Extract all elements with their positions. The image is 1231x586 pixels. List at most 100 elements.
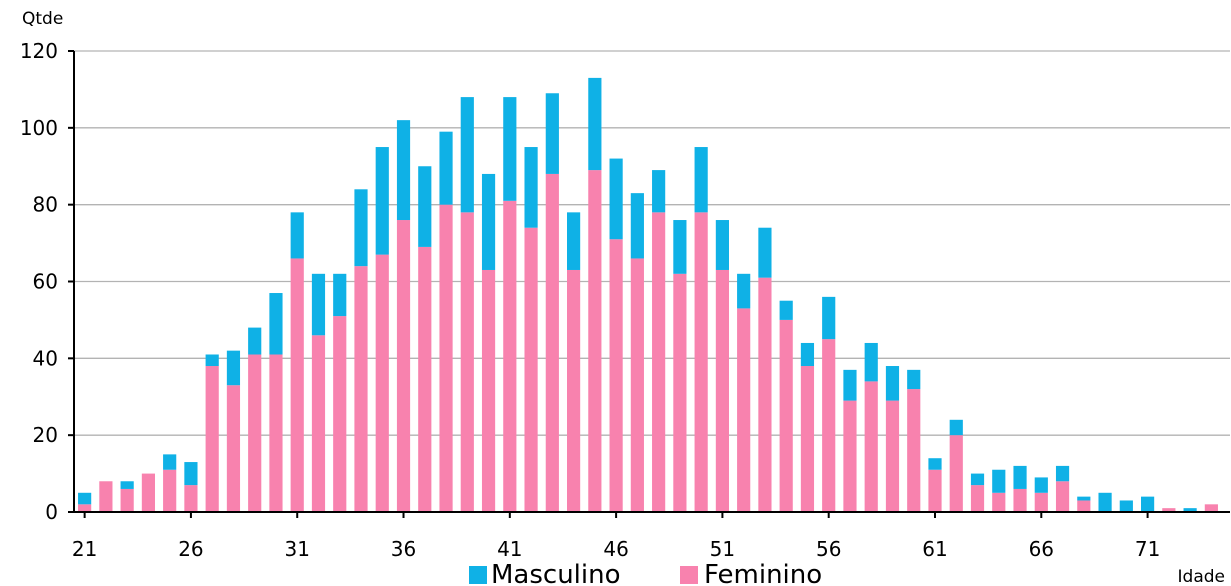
bar-feminino-33: [333, 316, 347, 512]
bar-feminino-58: [864, 381, 878, 512]
bar-feminino-25: [163, 469, 177, 512]
bar-area: [78, 77, 1218, 513]
bar-feminino-44: [567, 269, 581, 512]
bar-masculino-58: [864, 342, 878, 382]
bar-feminino-67: [1055, 481, 1070, 512]
bar-masculino-53: [758, 227, 772, 278]
bar-masculino-56: [822, 296, 836, 340]
x-tick-label: 51: [710, 537, 735, 561]
bar-feminino-35: [375, 254, 389, 512]
bar-feminino-63: [970, 485, 985, 512]
bar-masculino-50: [694, 147, 708, 213]
legend-swatch-masculino: [469, 566, 487, 584]
bar-masculino-62: [949, 419, 963, 436]
bar-masculino-69: [1098, 492, 1112, 512]
bar-feminino-55: [800, 366, 815, 512]
bar-feminino-48: [652, 212, 666, 512]
x-tick-label: 56: [816, 537, 841, 561]
bar-feminino-66: [1034, 492, 1048, 512]
x-tick-label: 31: [284, 537, 309, 561]
x-tick-label: 41: [497, 537, 522, 561]
x-axis-title: Idade: [1178, 567, 1225, 586]
axes: [68, 50, 1230, 518]
bar-feminino-23: [120, 488, 134, 512]
bar-masculino-21: [78, 492, 92, 505]
bar-feminino-74: [1204, 504, 1218, 512]
bar-feminino-51: [715, 269, 729, 512]
x-tick-label: 66: [1029, 537, 1054, 561]
bar-masculino-65: [1013, 465, 1027, 489]
bar-masculino-47: [630, 193, 644, 259]
bar-feminino-41: [503, 200, 517, 512]
y-tick-label: 40: [33, 346, 58, 370]
bar-feminino-30: [269, 354, 283, 512]
bar-masculino-54: [779, 300, 793, 320]
y-tick-label: 120: [20, 39, 58, 63]
x-tick-label: 46: [603, 537, 628, 561]
bar-feminino-54: [779, 319, 793, 512]
bar-feminino-21: [78, 504, 92, 512]
bar-masculino-40: [481, 173, 496, 270]
bar-masculino-41: [503, 97, 517, 201]
bar-feminino-34: [354, 266, 368, 512]
bar-masculino-46: [609, 158, 623, 240]
bar-feminino-40: [481, 269, 496, 512]
bar-masculino-57: [843, 369, 857, 401]
bar-masculino-28: [226, 350, 241, 386]
bar-feminino-46: [609, 239, 623, 512]
bar-feminino-64: [992, 492, 1006, 512]
bar-masculino-27: [205, 354, 219, 367]
bar-feminino-26: [184, 485, 198, 512]
bar-masculino-39: [460, 97, 474, 213]
bar-masculino-25: [163, 454, 177, 470]
bar-masculino-70: [1119, 500, 1133, 512]
bar-masculino-36: [396, 120, 411, 221]
bar-feminino-57: [843, 400, 857, 512]
bar-feminino-28: [226, 385, 241, 512]
bar-feminino-39: [460, 212, 474, 512]
bar-masculino-33: [333, 273, 347, 317]
bar-masculino-63: [970, 473, 985, 486]
y-tick-labels: 0 20 40 60 80 100 120: [20, 39, 58, 524]
bar-masculino-64: [992, 469, 1006, 493]
y-tick-label: 0: [45, 500, 58, 524]
bar-masculino-52: [737, 273, 751, 309]
x-tick-label: 36: [391, 537, 416, 561]
bar-feminino-22: [99, 481, 113, 512]
bar-masculino-55: [800, 342, 815, 367]
bar-feminino-61: [928, 469, 942, 512]
bar-feminino-38: [439, 204, 453, 512]
legend-label-feminino: Feminino: [704, 560, 822, 586]
bar-feminino-32: [311, 335, 326, 512]
bar-masculino-51: [715, 220, 729, 270]
bar-feminino-29: [248, 354, 262, 512]
bar-feminino-47: [630, 258, 644, 512]
x-tick-label: 61: [922, 537, 947, 561]
bar-feminino-31: [290, 258, 304, 512]
bar-feminino-62: [949, 435, 963, 512]
bar-masculino-66: [1034, 477, 1048, 493]
bar-feminino-56: [822, 339, 836, 512]
bar-masculino-35: [375, 147, 389, 255]
bar-masculino-48: [652, 170, 666, 213]
bar-feminino-49: [673, 273, 687, 512]
y-tick-label: 20: [33, 423, 58, 447]
bar-feminino-36: [396, 220, 411, 513]
x-tick-labels: 21 26 31 36 41 46 51 56 61 66 71: [72, 537, 1160, 561]
bar-feminino-45: [588, 170, 602, 512]
bar-masculino-37: [418, 166, 432, 247]
bar-masculino-73: [1183, 508, 1197, 512]
bar-feminino-65: [1013, 488, 1027, 512]
bar-feminino-68: [1077, 500, 1091, 512]
bar-masculino-34: [354, 189, 368, 267]
bar-feminino-42: [524, 227, 538, 512]
bar-masculino-43: [545, 93, 559, 174]
bar-feminino-27: [205, 366, 219, 512]
bar-masculino-61: [928, 458, 942, 470]
gridlines: [74, 50, 1230, 436]
bar-masculino-42: [524, 147, 538, 228]
legend-swatch-feminino: [680, 566, 698, 584]
bar-masculino-30: [269, 293, 283, 355]
bar-masculino-44: [567, 212, 581, 270]
x-tick-label: 71: [1135, 537, 1160, 561]
